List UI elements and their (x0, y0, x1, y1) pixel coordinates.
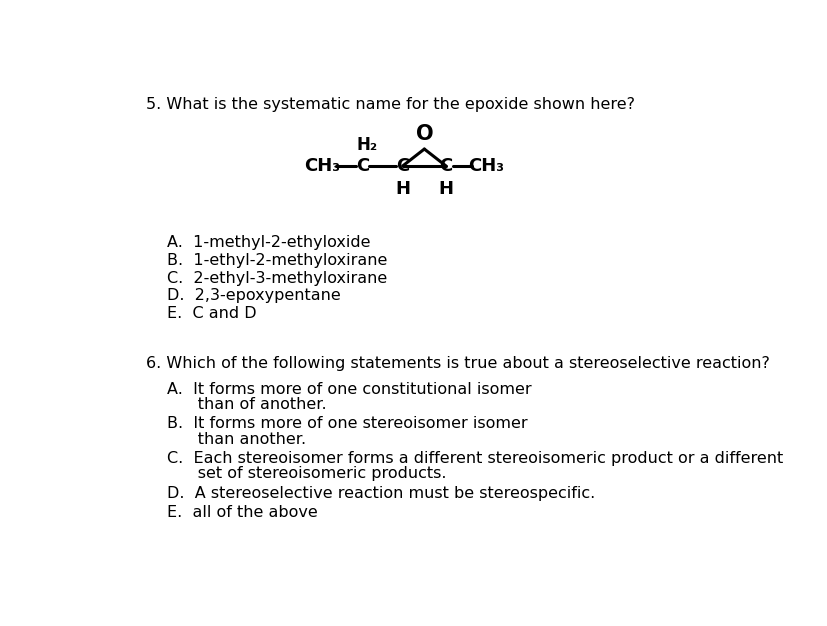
Text: 6. Which of the following statements is true about a stereoselective reaction?: 6. Which of the following statements is … (146, 356, 769, 371)
Text: A.  It forms more of one constitutional isomer: A. It forms more of one constitutional i… (167, 382, 531, 397)
Text: B.  It forms more of one stereoisomer isomer: B. It forms more of one stereoisomer iso… (167, 416, 527, 431)
Text: O: O (415, 125, 433, 145)
Text: 5. What is the systematic name for the epoxide shown here?: 5. What is the systematic name for the e… (146, 96, 634, 111)
Text: H: H (438, 180, 453, 198)
Text: C.  Each stereoisomer forms a different stereoisomeric product or a different: C. Each stereoisomer forms a different s… (167, 451, 782, 466)
Text: than another.: than another. (167, 432, 306, 446)
Text: than of another.: than of another. (167, 397, 327, 412)
Text: H: H (394, 180, 409, 198)
Text: D.  A stereoselective reaction must be stereospecific.: D. A stereoselective reaction must be st… (167, 486, 595, 501)
Text: C: C (356, 157, 369, 175)
Text: B.  1-ethyl-2-methyloxirane: B. 1-ethyl-2-methyloxirane (167, 253, 387, 268)
Text: H₂: H₂ (356, 136, 377, 153)
Text: CH₃: CH₃ (468, 157, 504, 175)
Text: C.  2-ethyl-3-methyloxirane: C. 2-ethyl-3-methyloxirane (167, 270, 387, 285)
Text: E.  C and D: E. C and D (167, 306, 256, 321)
Text: D.  2,3-epoxypentane: D. 2,3-epoxypentane (167, 289, 341, 304)
Text: E.  all of the above: E. all of the above (167, 505, 318, 520)
Text: set of stereoisomeric products.: set of stereoisomeric products. (167, 466, 446, 481)
Text: CH₃: CH₃ (304, 157, 340, 175)
Text: A.  1-methyl-2-ethyloxide: A. 1-methyl-2-ethyloxide (167, 235, 370, 250)
Text: C: C (439, 157, 452, 175)
Text: C: C (395, 157, 409, 175)
